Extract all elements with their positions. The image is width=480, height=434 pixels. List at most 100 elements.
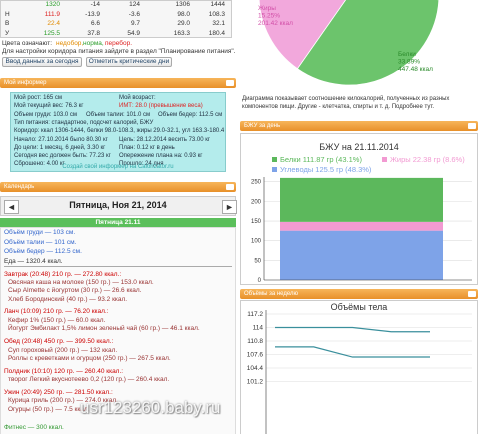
- pie-slice: [258, 0, 346, 70]
- watermark: usr123260.baby.ru: [80, 398, 221, 417]
- meal-item: Курица гриль (200 гр.) — 274.0 ккал.: [8, 397, 118, 405]
- informer-box: [10, 92, 226, 172]
- bju-box: [240, 133, 478, 285]
- food-total: Еда — 1320.4 ккал.: [4, 258, 232, 267]
- meal-title[interactable]: Ланч (10:09) 210 гр. — 76.20 ккал.:: [4, 308, 109, 316]
- table-cell: 125.5: [43, 29, 60, 37]
- row-label: В: [5, 20, 10, 27]
- legend-swatch: [272, 157, 277, 162]
- header-text: БЖУ за день: [244, 123, 281, 129]
- informer-text: Прошло: 24 дня: [119, 161, 164, 168]
- meal-item: Хлеб Бородинский (40 гр.) — 93.2 ккал.: [8, 295, 128, 303]
- informer-header: Мой информер: [0, 78, 236, 88]
- informer-link[interactable]: Создай свой информер на Calorizator.ru: [62, 164, 174, 170]
- note-text: Цвета означают:: [2, 40, 53, 47]
- meal-item: Роллы с креветками и огурцом (250 гр.) —…: [8, 354, 171, 362]
- note-over: перебор.: [105, 40, 133, 47]
- calendar-header: Календарь: [0, 182, 236, 192]
- note-norm: норма,: [83, 40, 104, 47]
- informer-text: План: 0.12 кг в день: [119, 144, 175, 151]
- header-text: Объёмы за неделю: [244, 291, 299, 297]
- bju-header: БЖУ за день: [240, 121, 478, 131]
- series-line: [275, 326, 430, 333]
- y-tick-label: 150: [251, 219, 262, 225]
- table-cell: 29.0: [177, 20, 190, 27]
- legend-label: Белки 111.87 гр (43.1%): [280, 155, 362, 164]
- table-cell: 108.3: [208, 10, 225, 18]
- next-button[interactable]: ►: [222, 200, 237, 214]
- meal-item: Йогурт Эмбилакт 1,5% лимон зеленый чай (…: [8, 325, 200, 333]
- informer-text: Объем груди: 103.0 см: [14, 111, 78, 118]
- table-cell: -14: [90, 1, 100, 8]
- meal-item: Кефир 1% (150 гр.) — 60.0 ккал.: [8, 316, 106, 324]
- chart-title: БЖУ на 21.11.2014: [319, 142, 398, 152]
- day-entries: [0, 227, 236, 434]
- table-cell: -3.6: [128, 10, 140, 18]
- measurement[interactable]: Объём талии — 101 см.: [4, 238, 77, 246]
- table-cell: -13.9: [85, 10, 100, 18]
- fitness: Фитнес — 300 ккал.: [4, 424, 64, 431]
- measurement[interactable]: Объём груди — 103 см.: [4, 229, 76, 236]
- meal-item: творог Легкий вкуснотеево 0,2 (120 гр.) …: [8, 376, 170, 384]
- button[interactable]: Отметить критические дни: [86, 57, 172, 67]
- legend-label: Углеводы 125.5 гр (48.3%): [280, 165, 372, 174]
- row-label: У: [5, 29, 10, 37]
- volumes-box: [240, 300, 478, 434]
- y-tick-label: 0: [258, 278, 262, 284]
- y-tick-label: 50: [254, 258, 261, 264]
- pie-label: Белки: [398, 51, 416, 58]
- summary-table: [0, 0, 232, 38]
- meal-title[interactable]: Полдник (10:10) 120 гр. — 260.40 ккал.:: [4, 367, 124, 375]
- collapse-button[interactable]: [226, 184, 234, 190]
- note-text: Для настройки коридора питания зайдите в…: [2, 48, 236, 55]
- informer-text: Цель: 28.12.2014 весить 73.00 кг: [119, 136, 211, 143]
- collapse-button[interactable]: [468, 123, 476, 129]
- collapse-button[interactable]: [468, 291, 476, 297]
- y-tick-label: 117.2: [247, 311, 263, 318]
- prev-button[interactable]: ◄: [4, 200, 19, 214]
- table-cell: 37.8: [87, 29, 100, 37]
- table-cell: 1444: [210, 1, 225, 8]
- series-line: [275, 346, 430, 358]
- table-cell: 22.4: [47, 20, 60, 27]
- calendar-date: Пятница, Ноя 21, 2014: [69, 200, 167, 210]
- informer-text: Мой рост: 165 см: [14, 95, 62, 101]
- pie-label: 201.42 ккал: [258, 20, 293, 27]
- collapse-button[interactable]: [226, 80, 234, 86]
- meal-item: Сыр Almette с йогуртом (30 гр.) — 26.6 к…: [8, 287, 142, 295]
- table-cell: 163.3: [173, 29, 190, 37]
- pie-note: Диаграмма показывает соотношение килокал…: [242, 96, 450, 110]
- button[interactable]: Ввод данных за сегодня: [2, 57, 82, 67]
- y-tick-label: 100: [251, 239, 262, 245]
- volumes-header: Объёмы за неделю: [240, 289, 478, 299]
- informer-text: Начало: 27.10.2014 было 80.30 кг: [14, 136, 108, 143]
- meal-title[interactable]: Ужин (20:49) 250 гр. — 281.50 ккал.:: [4, 388, 113, 396]
- measurement[interactable]: Объём бедер — 112.5 см.: [4, 248, 82, 255]
- y-tick-label: 101.2: [247, 379, 264, 386]
- informer-text: Объем талии: 101.0 см: [86, 111, 151, 118]
- note-under: недобор,: [56, 40, 84, 47]
- table-cell: 98.0: [177, 10, 190, 18]
- informer-text: Мой возраст:: [119, 95, 156, 101]
- meal-title[interactable]: Обед (20:48) 450 гр. — 399.50 ккал.:: [4, 338, 114, 345]
- day-bar: [0, 218, 236, 227]
- informer-text: ИМТ: 28.0 (превышение веса): [119, 103, 203, 110]
- table-cell: 180.4: [208, 29, 225, 37]
- y-tick-label: 107.6: [247, 352, 264, 359]
- table-cell: 111.9: [44, 10, 60, 18]
- informer-text: Тип питания: стандартное, подсчет калори…: [14, 119, 154, 126]
- table-cell: 54.9: [127, 29, 140, 37]
- bar-segment: [280, 221, 443, 231]
- informer-text: Объем бедер: 112.5 см: [158, 111, 223, 118]
- meal-title[interactable]: Завтрак (20:48) 210 гр. — 272.80 ккал.:: [4, 270, 122, 278]
- informer-text: Сброшено: 4.00 кг: [14, 161, 65, 168]
- table-cell: 124: [129, 1, 140, 8]
- table-cell: 6.6: [90, 20, 100, 27]
- table-cell: 9.7: [130, 20, 140, 27]
- header-text: Мой информер: [4, 80, 47, 86]
- y-tick-label: 200: [251, 199, 262, 205]
- header-text: Календарь: [4, 184, 35, 190]
- day-title: Пятница 21.11: [95, 219, 141, 226]
- chart-title: Объёмы тела: [331, 302, 388, 312]
